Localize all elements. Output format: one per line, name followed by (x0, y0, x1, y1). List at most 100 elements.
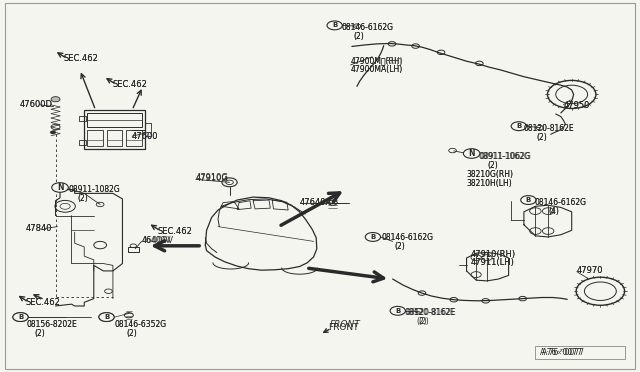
Text: (2): (2) (394, 243, 405, 251)
Text: FRONT: FRONT (330, 320, 360, 329)
Text: 08146-6162G: 08146-6162G (341, 23, 393, 32)
Text: 47640A: 47640A (300, 198, 332, 207)
Text: (2): (2) (354, 32, 365, 41)
Text: A·76‹⁷0077: A·76‹⁷0077 (540, 348, 583, 357)
Text: 47840: 47840 (26, 224, 52, 233)
Text: (2): (2) (78, 195, 88, 203)
Circle shape (99, 312, 114, 321)
Text: 08146-6352G: 08146-6352G (115, 320, 167, 329)
Text: B: B (371, 234, 376, 240)
Text: B: B (104, 314, 109, 320)
Text: A·76‹⁷0077: A·76‹⁷0077 (541, 349, 585, 357)
Text: 08120-8162E: 08120-8162E (405, 308, 456, 317)
Text: (4): (4) (548, 207, 559, 217)
Text: SEC.462: SEC.462 (157, 227, 193, 235)
Text: 38210G(RH): 38210G(RH) (467, 170, 513, 179)
Text: 08146-6162G: 08146-6162G (534, 198, 586, 207)
Text: (2): (2) (354, 32, 365, 41)
Text: 08911-1062G: 08911-1062G (479, 152, 531, 161)
Text: SEC.462: SEC.462 (157, 227, 193, 235)
Text: B: B (332, 22, 337, 28)
Bar (88, 113, 141, 127)
Text: 47900M　(RH): 47900M (RH) (351, 56, 403, 65)
Text: SEC.462: SEC.462 (113, 80, 148, 89)
Text: 47950: 47950 (563, 101, 590, 110)
Text: (2): (2) (126, 329, 137, 338)
Text: 08146-6352G: 08146-6352G (115, 320, 167, 329)
Circle shape (511, 122, 527, 131)
Text: 47970: 47970 (577, 266, 604, 275)
Text: 47600: 47600 (132, 132, 159, 141)
Text: 47900M（RH）: 47900M（RH） (351, 56, 402, 65)
Text: 47970: 47970 (577, 266, 604, 275)
Circle shape (521, 196, 536, 205)
Text: (2): (2) (417, 317, 428, 326)
Text: B: B (395, 308, 401, 314)
Text: 08146-6162G: 08146-6162G (341, 23, 393, 32)
Text: (2): (2) (537, 133, 547, 142)
Text: 47911(LH): 47911(LH) (470, 258, 515, 267)
Text: SEC.462: SEC.462 (26, 298, 60, 307)
Text: 47950: 47950 (563, 101, 590, 110)
Text: SEC.462: SEC.462 (64, 54, 99, 63)
Text: 47600: 47600 (132, 132, 159, 141)
Text: 08146-6162G: 08146-6162G (534, 198, 586, 207)
Text: 47911(LH): 47911(LH) (470, 258, 515, 267)
Text: 47910(RH): 47910(RH) (470, 250, 515, 259)
Text: (2): (2) (394, 243, 405, 251)
Bar (145, 123, 151, 136)
Circle shape (52, 183, 68, 192)
Text: 08120-8162E: 08120-8162E (404, 308, 455, 317)
Bar (125, 129, 141, 146)
Text: 08911-1082G: 08911-1082G (68, 185, 120, 194)
Bar (536, 346, 625, 359)
Text: 08146-6162G: 08146-6162G (382, 233, 434, 242)
Text: 47910G: 47910G (196, 174, 228, 183)
Text: B: B (525, 197, 531, 203)
Bar (84, 110, 145, 149)
Text: 08146-6162G: 08146-6162G (382, 233, 434, 242)
Text: 46400V: 46400V (141, 236, 172, 245)
Circle shape (13, 312, 28, 321)
Text: 47910G: 47910G (196, 173, 228, 182)
Text: (2): (2) (126, 329, 137, 338)
Text: (4): (4) (548, 207, 559, 217)
Text: 47910(RH): 47910(RH) (470, 250, 515, 259)
Text: (2): (2) (35, 329, 45, 338)
Text: 38210H(LH): 38210H(LH) (467, 179, 512, 187)
Text: SEC.462: SEC.462 (113, 80, 148, 89)
Text: (2): (2) (78, 195, 88, 203)
Text: 08120-8162E: 08120-8162E (524, 124, 575, 132)
Text: 08911-1082G: 08911-1082G (68, 185, 120, 194)
Text: 08156-8202E: 08156-8202E (27, 320, 77, 329)
Text: N: N (468, 149, 475, 158)
Text: 47600D: 47600D (19, 100, 52, 109)
Text: (2): (2) (487, 161, 498, 170)
Text: SEC.462: SEC.462 (64, 54, 99, 63)
Text: 08911-1062G: 08911-1062G (478, 152, 530, 161)
Text: (2): (2) (537, 133, 547, 142)
Bar (88, 129, 103, 146)
Text: 46400V: 46400V (141, 236, 173, 245)
Text: FRONT: FRONT (328, 323, 359, 331)
Text: 47900MA(LH): 47900MA(LH) (351, 65, 403, 74)
Text: B: B (18, 314, 23, 320)
Text: B: B (516, 123, 522, 129)
Bar (79, 116, 86, 121)
Text: N: N (57, 183, 63, 192)
Text: 38210H(LH): 38210H(LH) (467, 179, 512, 187)
Text: 08120-8162E: 08120-8162E (524, 124, 575, 132)
Text: 47640A: 47640A (300, 198, 332, 207)
Text: 47840: 47840 (26, 224, 52, 233)
Circle shape (390, 307, 405, 315)
Text: (2): (2) (487, 161, 498, 170)
Text: 38210G(RH): 38210G(RH) (467, 170, 513, 179)
Text: 47600D: 47600D (19, 100, 52, 109)
Text: (2): (2) (418, 317, 429, 326)
Bar (106, 129, 122, 146)
Text: (2): (2) (35, 329, 45, 338)
Text: 08156-8202E: 08156-8202E (27, 320, 77, 329)
Circle shape (365, 232, 381, 241)
Circle shape (463, 149, 480, 158)
Circle shape (51, 131, 56, 134)
